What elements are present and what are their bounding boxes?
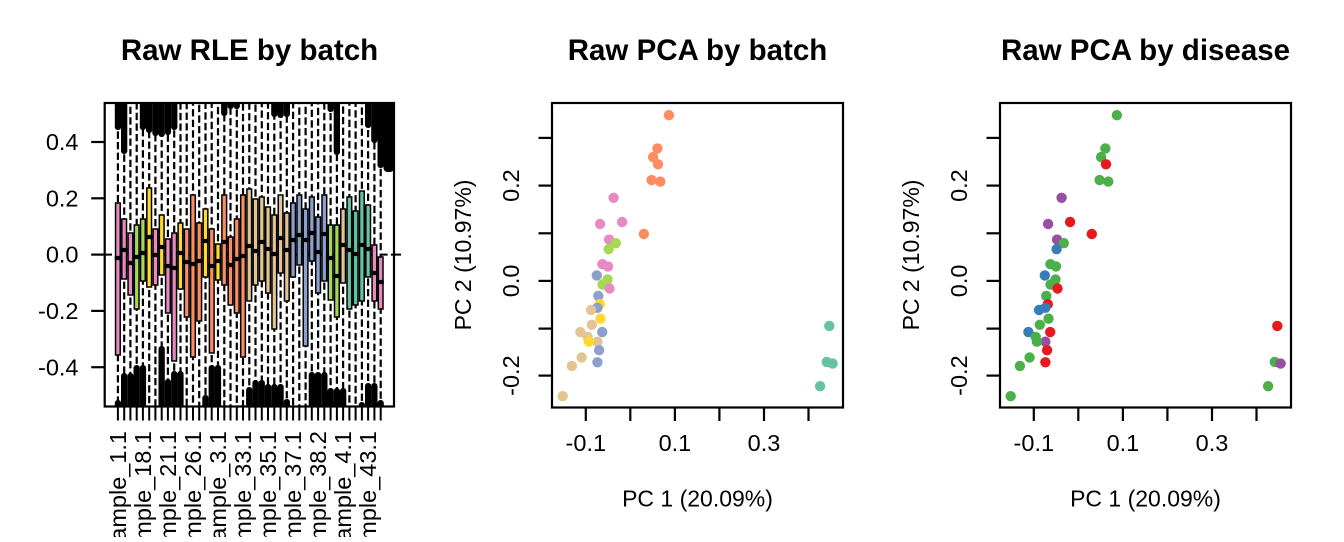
svg-text:0.1: 0.1 [659, 430, 692, 456]
svg-text:PC 2 (10.97%): PC 2 (10.97%) [898, 180, 924, 331]
svg-text:PC 1 (20.09%): PC 1 (20.09%) [622, 486, 773, 512]
svg-text:Sample_35.1: Sample_35.1 [255, 431, 281, 537]
svg-text:Raw PCA by disease: Raw PCA by disease [1001, 34, 1290, 67]
svg-text:Raw PCA by batch: Raw PCA by batch [568, 34, 828, 67]
svg-text:-0.4: -0.4 [38, 354, 79, 380]
svg-text:Sample_38.2: Sample_38.2 [305, 431, 331, 537]
svg-text:0.3: 0.3 [748, 430, 781, 456]
svg-text:0.0: 0.0 [498, 265, 524, 298]
svg-text:PC 1 (20.09%): PC 1 (20.09%) [1070, 486, 1221, 512]
svg-text:-0.2: -0.2 [498, 355, 524, 396]
svg-text:Sample_21.1: Sample_21.1 [155, 431, 181, 537]
svg-text:Sample_4.1: Sample_4.1 [330, 431, 356, 537]
svg-text:Sample_26.1: Sample_26.1 [180, 431, 206, 537]
svg-text:Sample_43.1: Sample_43.1 [355, 431, 381, 537]
svg-text:Sample_3.1: Sample_3.1 [205, 431, 231, 537]
svg-text:0.2: 0.2 [946, 169, 972, 202]
svg-text:-0.1: -0.1 [1014, 430, 1055, 456]
svg-text:-0.2: -0.2 [38, 298, 79, 324]
svg-text:0.3: 0.3 [1196, 430, 1229, 456]
svg-text:0.2: 0.2 [46, 185, 79, 211]
svg-text:PC 2 (10.97%): PC 2 (10.97%) [450, 180, 476, 331]
svg-text:0.0: 0.0 [46, 242, 79, 268]
svg-text:Sample_1.1: Sample_1.1 [105, 431, 131, 537]
svg-text:Sample_33.1: Sample_33.1 [230, 431, 256, 537]
svg-text:-0.2: -0.2 [946, 355, 972, 396]
svg-text:0.2: 0.2 [498, 169, 524, 202]
svg-text:0.4: 0.4 [46, 129, 79, 155]
svg-text:Sample_18.1: Sample_18.1 [130, 431, 156, 537]
svg-text:-0.1: -0.1 [566, 430, 607, 456]
svg-text:0.0: 0.0 [946, 265, 972, 298]
svg-text:Raw RLE by batch: Raw RLE by batch [121, 34, 378, 67]
svg-text:0.1: 0.1 [1107, 430, 1140, 456]
svg-text:Sample_37.1: Sample_37.1 [280, 431, 306, 537]
